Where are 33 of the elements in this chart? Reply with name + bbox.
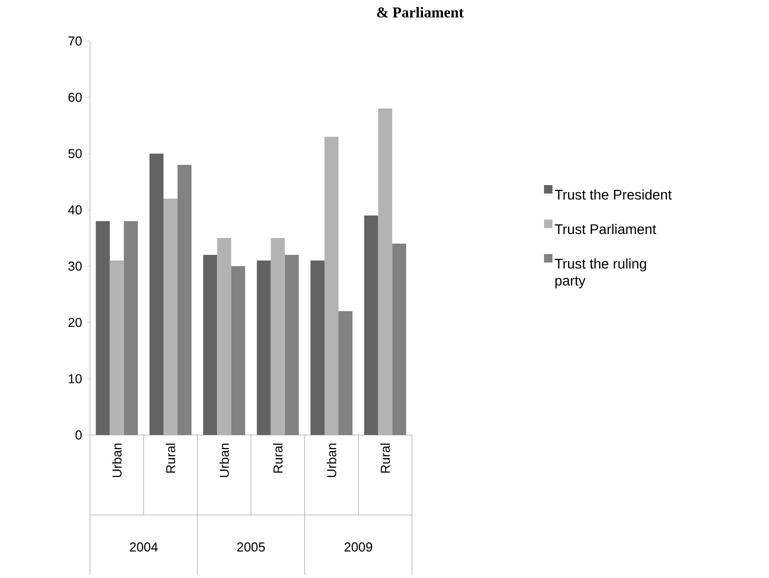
y-tick-label: 0 <box>76 430 82 440</box>
bar <box>203 254 218 435</box>
bar <box>150 154 164 435</box>
bar <box>378 108 392 435</box>
x-tick-label: Urban <box>112 444 122 478</box>
legend-label: Trust the ruling party <box>554 258 646 288</box>
y-tick-label: 50 <box>68 148 82 158</box>
y-tick-label: 10 <box>68 374 82 384</box>
bar <box>364 215 378 435</box>
bar <box>110 260 124 435</box>
y-tick-label: 60 <box>68 92 82 102</box>
x-tick-label: Urban <box>219 444 229 478</box>
text: 2004 <box>130 542 158 552</box>
bar <box>310 260 324 435</box>
chart-title: & Parliament <box>377 6 464 18</box>
bar <box>270 238 285 435</box>
bar <box>324 136 338 435</box>
text: 2005 <box>237 542 265 552</box>
x-tick-label: Rural <box>166 444 176 473</box>
bar <box>217 238 232 435</box>
bar <box>164 198 178 435</box>
text: 2009 <box>344 542 372 552</box>
bar <box>256 260 271 435</box>
legend-label: Trust Parliament <box>554 224 656 234</box>
x-tick-label: Rural <box>380 444 390 473</box>
x-tick-label: Urban <box>326 444 336 478</box>
bar <box>96 221 110 435</box>
y-tick-label: 70 <box>68 36 82 46</box>
x-tick-label: Rural <box>273 444 283 473</box>
legend-label: Trust the President <box>554 189 672 200</box>
y-tick-label: 30 <box>68 262 82 271</box>
y-tick-label: 20 <box>68 318 82 328</box>
y-tick-label: 40 <box>68 205 82 214</box>
